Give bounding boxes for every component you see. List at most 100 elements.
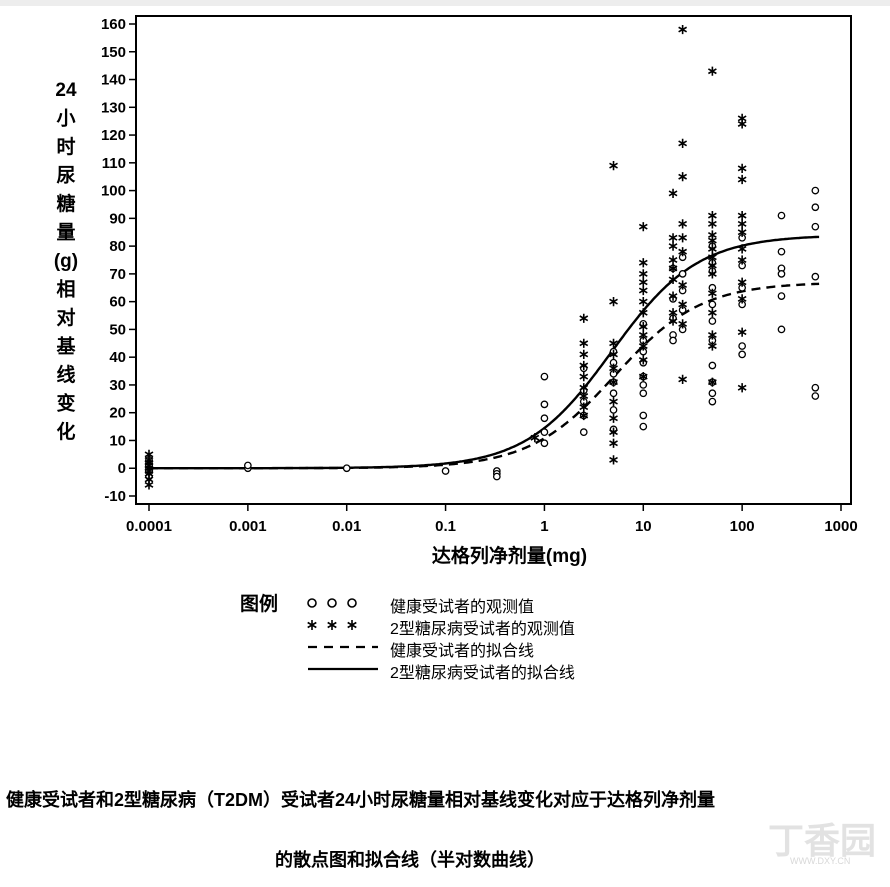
point-t2dm <box>609 455 618 465</box>
y-axis-label-char: 对 <box>56 306 75 329</box>
point-t2dm <box>638 330 648 340</box>
point-healthy <box>639 389 648 398</box>
point-t2dm <box>737 119 747 129</box>
point-healthy <box>708 300 717 309</box>
x-tick-label: 1000 <box>824 518 857 535</box>
point-t2dm <box>638 258 648 268</box>
point-t2dm <box>609 427 618 437</box>
legend-label: 健康受试者的拟合线 <box>390 643 535 660</box>
point-t2dm <box>707 244 717 254</box>
x-tick-label: 0.001 <box>229 518 267 535</box>
point-t2dm <box>638 222 648 232</box>
point-healthy <box>492 472 501 481</box>
point-t2dm <box>579 349 589 359</box>
scatter-chart: -100102030405060708090100110120130140150… <box>54 15 858 567</box>
point-t2dm <box>579 402 589 412</box>
legend-title: 图例 <box>240 594 279 615</box>
point-t2dm <box>668 308 678 318</box>
point-t2dm <box>737 163 747 173</box>
point-t2dm <box>668 263 678 273</box>
y-axis-label-char: 小 <box>56 108 75 130</box>
point-t2dm <box>737 227 747 237</box>
point-t2dm <box>678 280 688 290</box>
circle-marker-icon <box>307 598 357 608</box>
point-t2dm <box>668 241 678 251</box>
legend-label: 健康受试者的观测值 <box>390 599 535 616</box>
y-axis-label-char: 尿 <box>56 165 75 187</box>
point-healthy <box>811 186 820 195</box>
point-t2dm <box>609 377 618 387</box>
point-healthy <box>708 389 717 398</box>
point-healthy <box>811 272 820 281</box>
y-tick-label: 160 <box>101 16 126 33</box>
y-tick-label: 130 <box>101 99 126 116</box>
top-strip <box>0 0 890 6</box>
point-t2dm <box>668 233 678 243</box>
point-t2dm <box>707 219 717 229</box>
point-healthy <box>777 325 786 334</box>
point-t2dm <box>579 313 589 323</box>
point-t2dm <box>678 233 688 243</box>
point-healthy <box>540 400 549 409</box>
point-healthy <box>777 211 786 220</box>
point-healthy <box>540 372 549 381</box>
caption-line-2: 的散点图和拟合线（半对数曲线） <box>275 850 545 870</box>
point-healthy <box>441 467 450 475</box>
point-t2dm <box>668 188 678 198</box>
y-axis-label-char: 化 <box>56 420 75 443</box>
point-t2dm <box>609 349 618 359</box>
point-healthy <box>639 381 648 389</box>
point-t2dm <box>707 210 717 221</box>
point-t2dm <box>737 244 747 254</box>
legend-label: 2型糖尿病受试者的拟合线 <box>390 665 575 682</box>
point-t2dm <box>579 360 589 371</box>
point-t2dm <box>737 294 747 304</box>
point-t2dm <box>638 308 648 318</box>
point-t2dm <box>609 297 618 307</box>
y-axis-label-char: 时 <box>56 136 75 158</box>
point-t2dm <box>678 299 688 310</box>
y-tick-label: 100 <box>101 183 126 200</box>
x-tick-label: 0.01 <box>332 518 361 535</box>
watermark-logo: 丁香园 <box>768 820 877 861</box>
y-tick-label: 90 <box>109 210 126 227</box>
point-t2dm <box>638 297 648 307</box>
y-axis-label-char: 量 <box>56 222 75 244</box>
legend-item-t2dm-fit: 2型糖尿病受试者的拟合线 <box>306 658 626 682</box>
y-tick-label: 0 <box>118 460 126 477</box>
watermark-url: WWW.DXY.CN <box>790 856 851 866</box>
point-t2dm <box>638 341 648 351</box>
point-t2dm <box>579 338 589 348</box>
y-tick-label: 20 <box>109 405 126 422</box>
x-tick-label: 1 <box>540 518 548 535</box>
point-healthy <box>708 397 717 406</box>
y-tick-label: 150 <box>101 44 126 61</box>
point-t2dm <box>609 397 618 407</box>
point-t2dm <box>678 138 688 148</box>
y-tick-label: -10 <box>104 488 126 505</box>
x-tick-label: 0.1 <box>435 518 456 535</box>
point-healthy <box>342 464 351 473</box>
point-t2dm <box>638 277 648 287</box>
point-t2dm <box>707 341 717 351</box>
point-t2dm <box>638 355 648 365</box>
point-t2dm <box>668 316 678 326</box>
dashed-line-icon <box>308 645 378 649</box>
y-tick-label: 10 <box>109 432 126 449</box>
point-healthy <box>540 439 549 448</box>
point-t2dm <box>668 274 678 285</box>
point-healthy <box>540 428 549 436</box>
point-t2dm <box>668 255 678 265</box>
y-tick-label: 70 <box>109 266 126 283</box>
point-healthy <box>777 270 786 278</box>
point-t2dm <box>737 210 747 221</box>
point-t2dm <box>737 383 747 393</box>
legend-item-healthy-fit: 健康受试者的拟合线 <box>306 636 626 660</box>
point-t2dm <box>530 433 540 443</box>
point-t2dm <box>638 285 648 296</box>
y-tick-label: 30 <box>109 377 126 394</box>
point-t2dm <box>144 480 154 490</box>
point-t2dm <box>579 372 589 382</box>
point-t2dm <box>707 308 717 318</box>
caption-line-1: 健康受试者和2型糖尿病（T2DM）受试者24小时尿糖量相对基线变化对应于达格列净… <box>6 790 716 810</box>
